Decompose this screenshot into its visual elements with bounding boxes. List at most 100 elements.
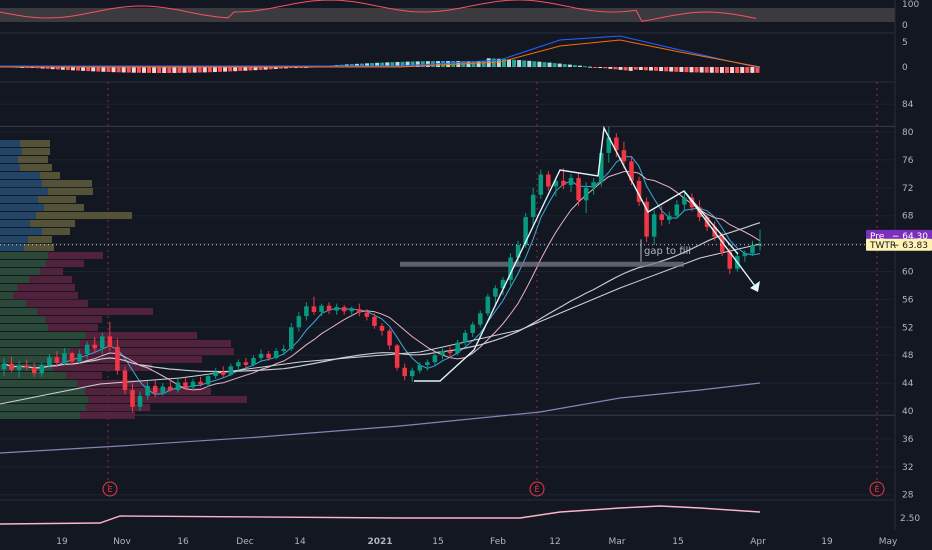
candle-body (16, 365, 22, 370)
earnings-marker-label: E (534, 485, 539, 494)
volume-profile-bar (0, 260, 46, 267)
macd-tick-label: 5 (902, 38, 908, 48)
macd-histogram-bar (496, 58, 501, 67)
macd-histogram-bar (263, 67, 268, 70)
macd-histogram-bar (162, 67, 167, 73)
price-tick-label: 28 (902, 491, 914, 501)
macd-histogram-bar (152, 67, 157, 73)
macd-histogram-bar (192, 67, 197, 73)
price-tick-label: 76 (902, 156, 914, 166)
macd-histogram-bar (147, 67, 152, 73)
earnings-marker[interactable] (102, 481, 118, 497)
candle-body (364, 312, 370, 317)
candle-body (39, 364, 45, 374)
ma-fast-line (3, 156, 761, 395)
candle-body (409, 370, 415, 377)
ma-medium-line (3, 171, 761, 391)
macd-histogram-bar (588, 66, 593, 68)
earnings-marker-label: E (874, 485, 879, 494)
macd-histogram-bar (243, 67, 248, 71)
macd-histogram-bar (385, 62, 390, 67)
macd-histogram-bar (547, 62, 552, 67)
candle-body (621, 150, 627, 162)
price-tick-label: 44 (902, 379, 914, 389)
macd-histogram-bar (177, 67, 182, 73)
volume-profile-bar (30, 220, 75, 227)
candle-body (122, 370, 128, 391)
candle-body (137, 395, 143, 407)
macd-histogram-bar (613, 67, 618, 70)
macd-histogram-bar (618, 67, 623, 70)
macd-histogram-bar (689, 67, 694, 73)
macd-histogram-bar (65, 67, 70, 71)
ma-slow-line (3, 222, 761, 373)
bottom-indicator-line (0, 505, 761, 525)
pattern-drawing[interactable] (414, 125, 739, 382)
macd-histogram-bar (598, 67, 603, 68)
macd-histogram-bar (583, 66, 588, 68)
macd-histogram-bar (745, 67, 750, 73)
macd-histogram-bar (172, 67, 177, 73)
macd-histogram-bar (628, 67, 633, 71)
price-tag-box (866, 238, 932, 251)
volume-profile-bar (0, 268, 40, 275)
price-tick-label: 40 (902, 407, 914, 417)
macd-histogram-bar (608, 67, 613, 69)
candle-body (478, 313, 483, 325)
trend-drawings[interactable] (414, 125, 760, 382)
candle-body (561, 180, 566, 186)
macd-histogram-bar (248, 67, 253, 71)
candle-body (281, 348, 286, 352)
macd-histogram-bar (218, 67, 223, 72)
date-axis: 19 Nov 16 Dec 14 2021 15 Feb 12 Mar 15 Apr 19 May (56, 537, 898, 547)
candle-body (273, 351, 279, 358)
macd-histogram-bar (121, 67, 126, 73)
macd-histogram-bar (471, 61, 476, 67)
macd-histogram-bar (699, 67, 704, 73)
candle-body (107, 336, 113, 347)
earnings-marker[interactable] (529, 481, 545, 497)
macd-histogram-bar (507, 59, 511, 67)
volume-profile-bar (40, 268, 63, 275)
macd-histogram-bar (370, 63, 375, 67)
candle-body (266, 353, 271, 358)
candle-body (455, 342, 460, 354)
date-tick-label: 12 (549, 537, 560, 547)
candle-body (719, 236, 725, 252)
candle-body (651, 214, 657, 237)
candle-body (152, 385, 158, 393)
trend-line[interactable] (683, 190, 759, 291)
volume-profile-bar (46, 260, 84, 267)
macd-histogram-bar (679, 67, 684, 72)
macd-histogram-bar (233, 67, 238, 72)
candle-body (31, 367, 37, 374)
candle-body (175, 382, 181, 391)
volume-profile-bar (0, 244, 24, 251)
price-tag-value: − 64.30 (892, 232, 928, 242)
macd-histogram-bar (197, 67, 202, 73)
volume-profile-bar (29, 276, 72, 283)
macd-histogram-bar (141, 67, 146, 73)
price-tick-label: 56 (902, 295, 914, 305)
volume-profile-bar (44, 204, 84, 211)
macd-histogram-bar (45, 67, 50, 69)
volume-profile (0, 140, 247, 419)
candle-body (47, 357, 52, 365)
candle-body (417, 364, 423, 371)
candle-body (493, 288, 498, 297)
volume-profile-bar (0, 276, 29, 283)
candle-body (394, 345, 400, 368)
date-tick-label: 15 (672, 537, 683, 547)
candle-body (447, 351, 453, 354)
macd-histogram-bar (157, 67, 162, 73)
volume-profile-bar (0, 140, 20, 147)
volume-profile-bar (22, 148, 50, 155)
earnings-marker[interactable] (869, 481, 885, 497)
volume-profile-bar (0, 164, 20, 171)
date-tick-label: Mar (609, 537, 626, 547)
macd-histogram-bar (709, 67, 714, 73)
candle-body (9, 363, 14, 370)
macd-histogram-bar (410, 61, 415, 67)
